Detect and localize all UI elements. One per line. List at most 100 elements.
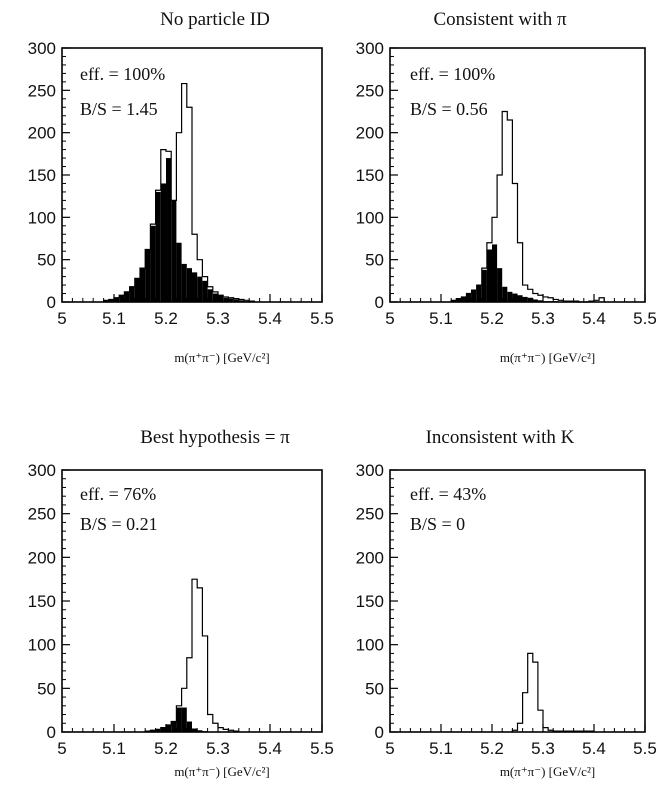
histogram-bar-filled [471,290,477,302]
histogram-bar-filled [492,244,498,302]
y-tick-label: 50 [365,679,384,698]
y-tick-label: 50 [37,251,56,270]
plot-frame [389,469,646,733]
histogram-bar-filled [176,242,182,302]
histogram-bar-filled [218,295,224,302]
histogram-bar-filled [140,268,146,302]
histogram-bar-filled [502,286,508,302]
y-tick-label: 0 [375,723,384,742]
x-tick-label: 5.2 [154,309,178,328]
histogram-bar-filled [186,721,192,732]
histogram-bar-filled [207,289,213,302]
histogram-bar-filled [228,298,234,302]
histogram-bar-filled [517,295,523,302]
histogram-bar-filled [181,263,187,302]
histogram-bar-filled [512,293,518,302]
x-tick-label: 5.5 [633,739,657,758]
x-tick-label: 5.4 [258,309,282,328]
panel-annotation: B/S = 0.56 [410,99,488,119]
histogram-bar-filled [103,300,109,302]
x-tick-label: 5 [385,309,394,328]
x-tick-label: 5.5 [310,309,334,328]
histogram-bar-filled [119,295,125,302]
y-tick-label: 250 [28,505,56,524]
x-tick-label: 5.2 [154,739,178,758]
histogram-bar-filled [150,730,156,732]
histogram-bar-filled [181,707,187,732]
histogram-bar-filled [160,183,166,302]
y-tick-label: 100 [356,636,384,655]
histogram-bar-filled [192,728,198,732]
y-tick-label: 150 [28,592,56,611]
panel-1: No particle ID 0 50 100 150 200 250 300 5 5.1 5.2 5… [28,9,334,365]
histogram-bar-filled [497,268,503,302]
histogram-bar-filled [238,300,244,302]
x-tick-label: 5 [57,739,66,758]
histogram-outline [103,82,255,302]
panel-title: Consistent with π [433,9,567,30]
panel-annotation: B/S = 1.45 [80,99,158,119]
x-tick-label: 5.1 [102,739,126,758]
y-tick-label: 0 [47,293,56,312]
histogram-outline [511,652,595,732]
y-tick-label: 250 [356,81,384,100]
x-axis-label: m(π⁺π⁻) [GeV/c²] [174,764,269,779]
histogram-bar-filled [486,249,492,302]
histogram-bar-filled [532,299,538,302]
x-tick-label: 5.3 [206,309,230,328]
plot-frame [389,47,646,303]
y-tick-label: 100 [28,208,56,227]
panel-title: Inconsistent with K [426,427,575,448]
x-tick-label: 5.4 [582,309,606,328]
y-tick-label: 100 [28,636,56,655]
y-tick-label: 300 [28,461,56,480]
x-tick-label: 5.3 [206,739,230,758]
histogram-bar-filled [522,296,528,302]
panel-annotation: eff. = 76% [80,484,156,504]
y-tick-label: 200 [28,124,56,143]
panel-annotation: B/S = 0 [410,514,465,534]
y-tick-label: 50 [365,251,384,270]
y-tick-label: 200 [28,548,56,567]
x-tick-label: 5 [57,309,66,328]
histogram-bar-filled [197,730,203,732]
x-tick-label: 5.3 [531,739,555,758]
histogram-bar-filled [451,300,457,302]
x-tick-label: 5.5 [310,739,334,758]
y-tick-label: 50 [37,679,56,698]
x-tick-label: 5.2 [480,739,504,758]
x-axis-label: m(π⁺π⁻) [GeV/c²] [500,764,595,779]
histogram-outline [450,110,605,303]
histogram-bar-filled [461,296,467,302]
histogram-bar-filled [134,278,140,302]
y-tick-label: 150 [356,592,384,611]
x-axis-label: m(π⁺π⁻) [GeV/c²] [174,350,269,365]
histogram-bar-filled [202,280,208,302]
x-axis-label: m(π⁺π⁻) [GeV/c²] [500,350,595,365]
histogram-bar-filled [233,299,239,302]
y-tick-label: 150 [28,166,56,185]
histogram-bar-filled [192,272,198,302]
histogram-bar-filled [481,269,487,302]
histogram-bar-filled [155,191,161,302]
x-tick-label: 5.1 [429,309,453,328]
histogram-bar-filled [160,727,166,732]
y-tick-label: 300 [356,461,384,480]
histogram-bar-filled [456,298,462,302]
histogram-bar-filled [155,729,161,732]
panel-3: Best hypothesis = π 0 50 100 150 200 250 300 5 5.… [28,427,334,779]
histogram-bar-filled [124,291,130,302]
histogram-bar-filled [171,721,177,732]
x-tick-label: 5 [385,739,394,758]
x-tick-label: 5.1 [429,739,453,758]
panel-annotation: eff. = 100% [80,64,165,84]
histogram-bar-filled [197,276,203,302]
y-tick-label: 0 [375,293,384,312]
histogram-bar-filled [466,293,472,302]
x-tick-label: 5.2 [480,309,504,328]
y-tick-label: 300 [28,39,56,58]
histogram-bar-filled [114,297,120,302]
panel-2: Consistent with π 0 50 100 150 200 250 300 5 5.1 5… [356,9,657,365]
y-tick-label: 200 [356,548,384,567]
